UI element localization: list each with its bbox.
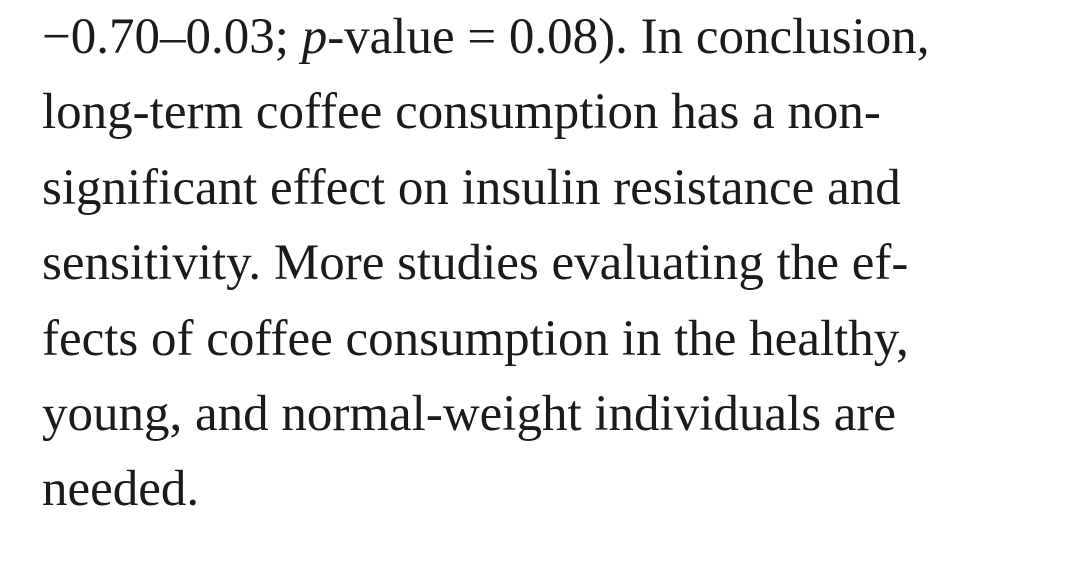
- text-line: needed.: [42, 461, 200, 518]
- text-line: fects of coffee consumption in the healt…: [42, 310, 909, 367]
- text-line: −0.70–0.03; p-value = 0.08). In conclusi…: [42, 0, 1072, 75]
- text-line: sensitivity. More studies evaluating the…: [42, 235, 909, 292]
- text-line: young, and normal-weight individuals are: [42, 385, 897, 442]
- p-value-text: -value = 0.08). In conclusion,: [327, 9, 930, 65]
- p-symbol: p: [301, 9, 328, 65]
- abstract-text: −0.70–0.03; p-value = 0.08). In conclusi…: [42, 0, 1072, 528]
- text-line: long-term coffee consumption has a non-: [42, 84, 881, 141]
- ci-values: −0.70–0.03;: [42, 9, 302, 65]
- text-line: significant effect on insulin resistance…: [42, 159, 901, 216]
